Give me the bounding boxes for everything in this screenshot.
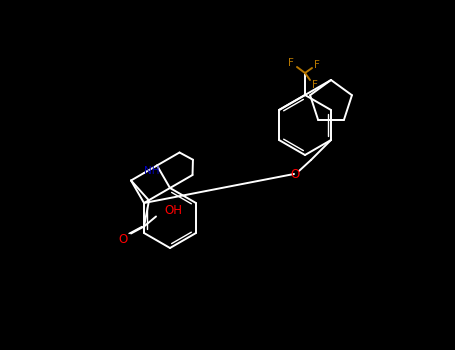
Text: O: O	[290, 168, 299, 181]
Text: F: F	[288, 58, 294, 68]
Text: F: F	[312, 80, 318, 90]
Text: OH: OH	[164, 204, 182, 217]
Text: O: O	[118, 233, 128, 246]
Text: NH: NH	[144, 166, 160, 176]
Text: F: F	[314, 60, 320, 70]
